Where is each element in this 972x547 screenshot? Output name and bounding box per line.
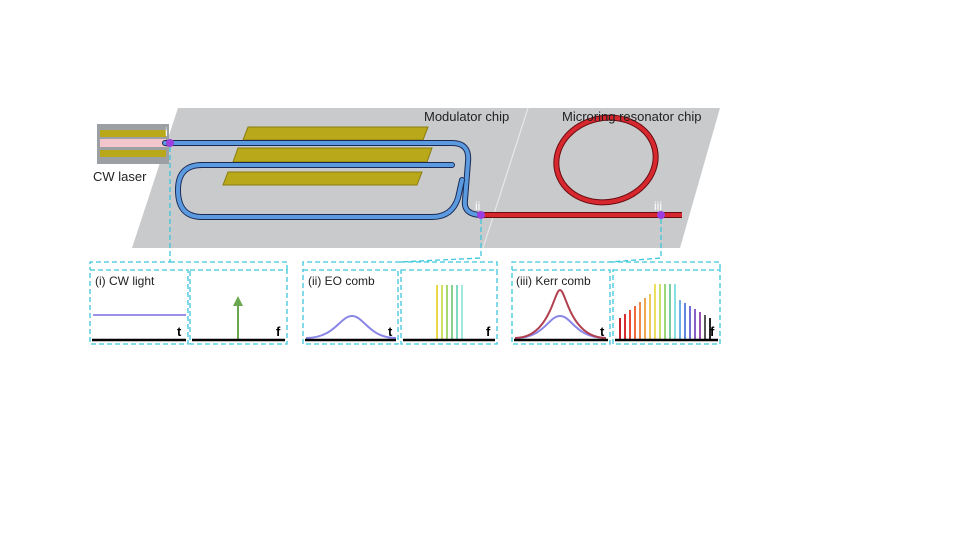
panel-title: (iii) Kerr comb	[516, 274, 591, 288]
cw-spectrum	[233, 296, 243, 340]
modulator-waveguide	[162, 140, 485, 220]
modulator-label: Modulator chip	[424, 109, 509, 124]
kerr-input	[514, 314, 607, 339]
axis-label: t	[600, 324, 605, 339]
axis-label: t	[177, 324, 182, 339]
chip-boundary	[482, 107, 529, 249]
panel-title: (i) CW light	[95, 274, 155, 288]
kerr-spectrum	[619, 284, 711, 340]
microring-label: Microring resonator chip	[562, 109, 701, 124]
eo-spectrum	[436, 285, 463, 340]
point-label: ii	[475, 199, 480, 213]
electrodes	[222, 126, 433, 186]
axis-label: f	[276, 324, 281, 339]
eo-pulse	[305, 314, 397, 339]
panel-boxes	[89, 269, 721, 345]
laser-label: CW laser	[93, 169, 147, 184]
connectors	[89, 147, 721, 270]
point-label: iii	[654, 199, 662, 213]
point-label: i	[165, 125, 168, 139]
probe-points	[166, 139, 665, 219]
panel-title: (ii) EO comb	[308, 274, 375, 288]
axis-label: t	[388, 324, 393, 339]
microring-waveguide	[482, 114, 682, 218]
axis-label: f	[486, 324, 491, 339]
laser-chip	[97, 124, 169, 164]
axis-label: f	[710, 324, 715, 339]
kerr-pulse	[514, 288, 607, 339]
